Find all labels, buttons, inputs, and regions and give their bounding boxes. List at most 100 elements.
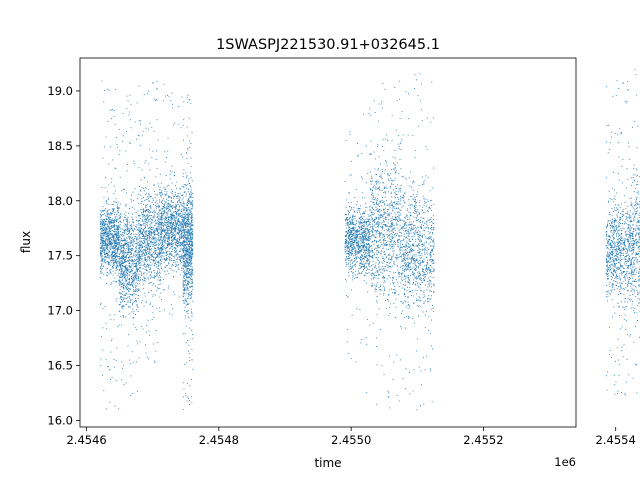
data-point <box>358 221 360 223</box>
data-point <box>117 229 119 230</box>
data-point <box>119 275 121 277</box>
data-point <box>120 267 122 269</box>
data-point <box>179 230 180 232</box>
data-point <box>120 303 121 305</box>
data-point <box>176 217 178 219</box>
data-point <box>133 278 135 280</box>
data-point <box>124 243 126 245</box>
data-point <box>170 243 172 245</box>
data-point <box>154 250 156 252</box>
data-point <box>362 228 364 229</box>
data-point <box>146 218 147 220</box>
data-point <box>345 240 347 242</box>
data-point <box>185 264 187 266</box>
data-point <box>187 277 188 279</box>
data-point <box>159 186 161 188</box>
data-point <box>109 221 110 223</box>
data-point <box>147 256 148 258</box>
data-point <box>112 253 113 255</box>
data-point <box>184 265 186 267</box>
data-point <box>140 227 142 229</box>
data-point <box>188 246 190 248</box>
data-point <box>172 242 174 244</box>
data-point <box>115 239 116 241</box>
data-point <box>185 392 187 394</box>
data-point <box>102 349 104 351</box>
data-point <box>130 234 132 236</box>
data-point <box>106 220 108 222</box>
data-point <box>138 289 139 291</box>
data-point <box>176 197 178 199</box>
data-point <box>124 301 125 303</box>
data-point <box>182 257 184 259</box>
data-point <box>159 251 161 253</box>
data-point <box>113 264 115 266</box>
data-point <box>191 311 192 313</box>
data-point <box>178 244 180 246</box>
data-point <box>133 280 135 282</box>
data-point <box>365 262 367 264</box>
data-point <box>131 194 132 196</box>
data-point <box>183 229 185 231</box>
data-point <box>345 224 347 226</box>
data-point <box>103 233 105 234</box>
data-point <box>106 201 107 203</box>
data-point <box>143 221 145 222</box>
data-point <box>191 238 193 240</box>
data-point <box>144 219 146 221</box>
data-point <box>361 250 362 252</box>
data-point <box>181 96 183 98</box>
data-point <box>169 220 171 222</box>
data-point <box>163 226 164 228</box>
data-point <box>171 231 173 233</box>
data-point <box>137 228 139 230</box>
data-point <box>126 292 127 294</box>
data-point <box>186 342 188 344</box>
data-point <box>183 101 185 103</box>
data-point <box>142 238 144 239</box>
data-point <box>190 298 192 300</box>
data-point <box>161 229 163 231</box>
data-point <box>141 233 143 234</box>
data-point <box>184 224 186 226</box>
data-point <box>352 238 354 240</box>
data-point <box>126 278 128 280</box>
data-point <box>160 235 162 237</box>
data-point <box>149 227 151 228</box>
data-point <box>156 88 158 90</box>
data-point <box>144 190 145 192</box>
data-point <box>128 236 130 238</box>
data-point <box>150 228 152 230</box>
data-point <box>165 219 166 220</box>
data-point <box>355 188 357 190</box>
data-point <box>185 177 187 179</box>
data-point <box>116 236 118 237</box>
data-point <box>190 186 192 188</box>
data-point <box>180 244 182 246</box>
data-point <box>136 270 138 272</box>
data-point <box>111 221 113 223</box>
data-point <box>184 232 186 234</box>
data-point <box>352 229 354 231</box>
data-point <box>111 376 113 378</box>
data-point <box>164 309 165 311</box>
data-point <box>137 235 139 237</box>
data-point <box>185 209 187 211</box>
data-point <box>117 234 119 236</box>
data-point <box>186 259 188 261</box>
data-point <box>131 256 133 258</box>
data-point <box>113 221 114 223</box>
data-point <box>178 259 180 261</box>
data-point <box>188 191 189 193</box>
data-point <box>135 225 137 227</box>
data-point <box>108 240 110 242</box>
data-point <box>181 257 183 259</box>
data-point <box>351 246 352 248</box>
data-point <box>183 254 185 256</box>
data-point <box>130 375 132 377</box>
data-point <box>122 255 124 257</box>
data-point <box>131 270 133 272</box>
data-point <box>115 217 116 219</box>
data-point <box>122 291 123 293</box>
data-point <box>150 211 152 213</box>
